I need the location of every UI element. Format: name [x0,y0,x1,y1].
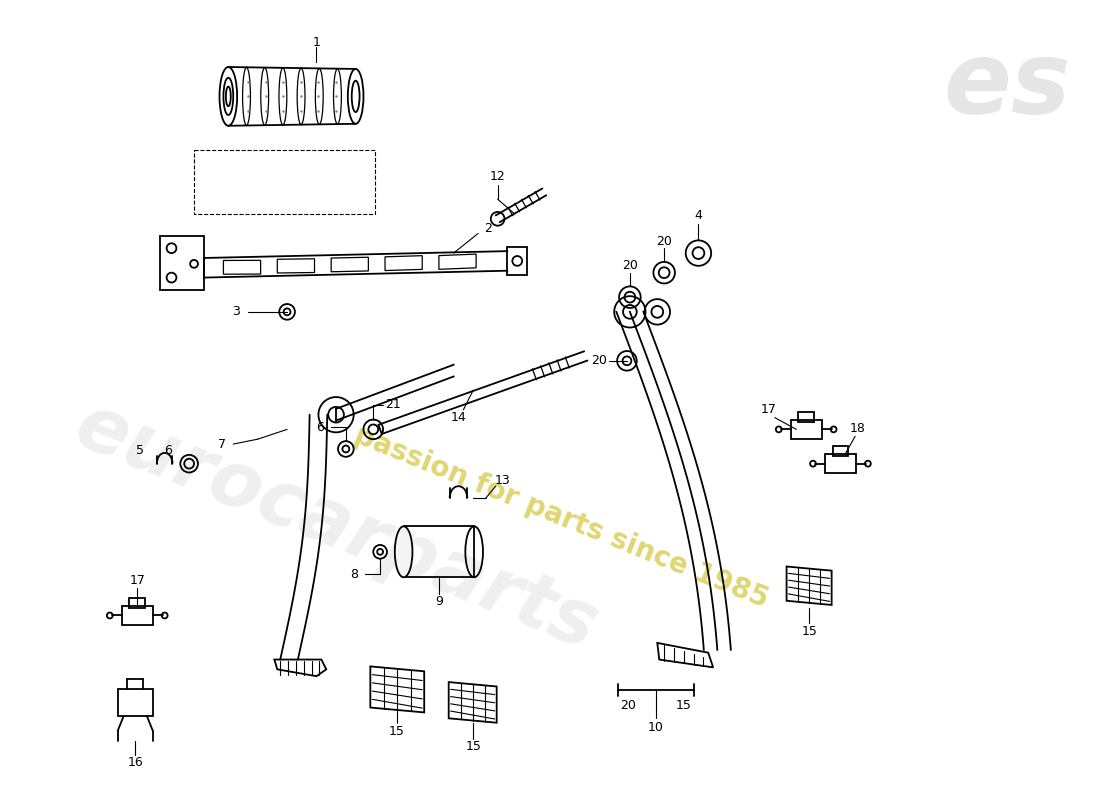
Bar [122,606,153,626]
Text: es: es [944,38,1070,135]
Text: 20: 20 [657,235,672,248]
Text: 6: 6 [164,445,172,458]
Text: eurocarparts: eurocarparts [64,389,608,666]
Bar [825,454,856,474]
Text: 1: 1 [312,36,320,49]
Bar [118,689,153,716]
Text: 2: 2 [484,222,492,235]
Bar [160,237,204,290]
Text: 20: 20 [620,699,636,712]
Text: 15: 15 [388,725,405,738]
Text: 20: 20 [592,354,607,367]
Text: 9: 9 [434,595,443,608]
Text: 17: 17 [761,403,777,416]
Text: passion for parts since 1985: passion for parts since 1985 [350,422,772,614]
Text: 15: 15 [801,625,817,638]
Text: 13: 13 [495,474,510,487]
Ellipse shape [395,526,412,578]
Text: 10: 10 [648,721,663,734]
Bar [791,419,822,439]
Text: 14: 14 [451,411,466,424]
Text: 7: 7 [219,438,227,450]
Text: 5: 5 [136,445,144,458]
Text: 21: 21 [385,398,400,411]
Bar [404,526,474,578]
Text: 6: 6 [317,421,324,434]
Text: 15: 15 [675,699,692,712]
Text: 4: 4 [694,210,703,222]
Bar [194,150,375,214]
Bar [130,598,145,608]
Text: 18: 18 [850,422,866,435]
Text: 16: 16 [128,756,143,769]
Text: 12: 12 [490,170,506,183]
Text: 17: 17 [130,574,145,586]
Text: 20: 20 [621,259,638,272]
Text: 8: 8 [350,568,358,581]
Text: 15: 15 [465,740,481,754]
Bar [833,446,848,456]
Text: 3: 3 [232,306,240,318]
Bar [799,412,814,422]
